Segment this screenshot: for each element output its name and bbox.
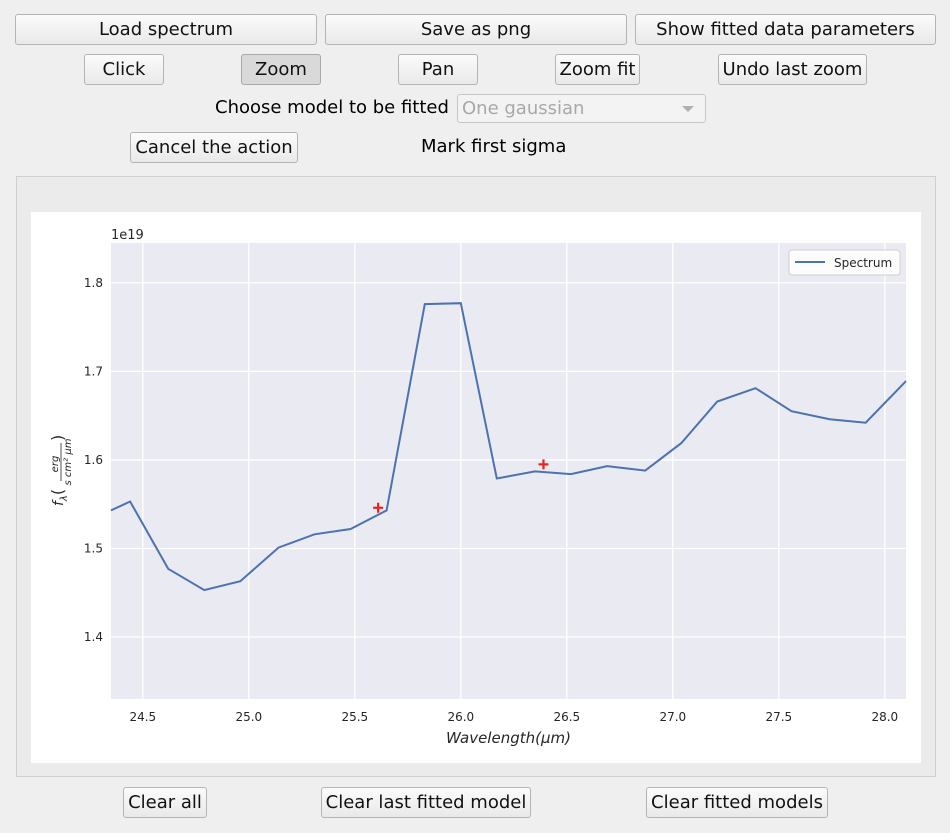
click-button[interactable]: Click (84, 54, 164, 85)
x-tick-label: 25.0 (235, 710, 262, 724)
spectrum-chart[interactable]: 24.5 25.0 25.5 26.0 26.5 27.0 27.5 28.0 1.4 1.5 1… (31, 212, 921, 763)
x-tick-label: 26.5 (553, 710, 580, 724)
y-tick-label: 1.5 (84, 541, 103, 555)
y-tick-label: 1.7 (84, 364, 103, 378)
x-tick-label: 25.5 (341, 710, 368, 724)
save-png-button[interactable]: Save as png (325, 14, 627, 45)
y-tick-label: 1.4 (84, 630, 103, 644)
y-tick-label: 1.6 (84, 453, 103, 467)
pan-button[interactable]: Pan (398, 54, 478, 85)
y-tick-label: 1.8 (84, 276, 103, 290)
marker-point (373, 502, 384, 513)
svg-text:fλ(: fλ( (48, 489, 70, 506)
x-tick-label: 24.5 (129, 710, 156, 724)
legend-label: Spectrum (834, 256, 892, 270)
x-axis-label: Wavelength(μm) (446, 729, 571, 747)
clear-fitted-models-button[interactable]: Clear fitted models (646, 787, 828, 818)
offset-text: 1e19 (111, 228, 144, 243)
plot-background (111, 243, 906, 699)
load-spectrum-button[interactable]: Load spectrum (15, 14, 317, 45)
svg-text:erg: erg (50, 456, 61, 473)
legend: Spectrum (788, 249, 901, 276)
zoom-fit-button[interactable]: Zoom fit (555, 54, 640, 85)
plot-canvas[interactable]: 24.5 25.0 25.5 26.0 26.5 27.0 27.5 28.0 1.4 1.5 1… (31, 212, 921, 763)
x-tick-label: 27.5 (765, 710, 792, 724)
model-select[interactable]: One gaussian (457, 94, 706, 123)
chevron-down-icon (682, 106, 694, 112)
x-tick-label: 28.0 (871, 710, 898, 724)
svg-text:): ) (48, 435, 67, 441)
y-axis-label: fλ( erg s cm² μm ) (48, 435, 74, 506)
spectrum-line (110, 302, 907, 592)
marker-point (538, 459, 549, 470)
svg-text:s cm² μm: s cm² μm (63, 438, 74, 485)
undo-zoom-button[interactable]: Undo last zoom (718, 54, 867, 85)
clear-all-button[interactable]: Clear all (123, 787, 207, 818)
x-tick-label: 26.0 (447, 710, 474, 724)
zoom-button[interactable]: Zoom (241, 54, 321, 85)
clear-last-fitted-button[interactable]: Clear last fitted model (321, 787, 531, 818)
status-text: Mark first sigma (421, 136, 567, 157)
show-fitted-params-button[interactable]: Show fitted data parameters (635, 14, 936, 45)
x-tick-label: 27.0 (659, 710, 686, 724)
model-label: Choose model to be fitted (215, 97, 449, 118)
model-select-value: One gaussian (462, 98, 585, 119)
cancel-action-button[interactable]: Cancel the action (130, 132, 298, 163)
